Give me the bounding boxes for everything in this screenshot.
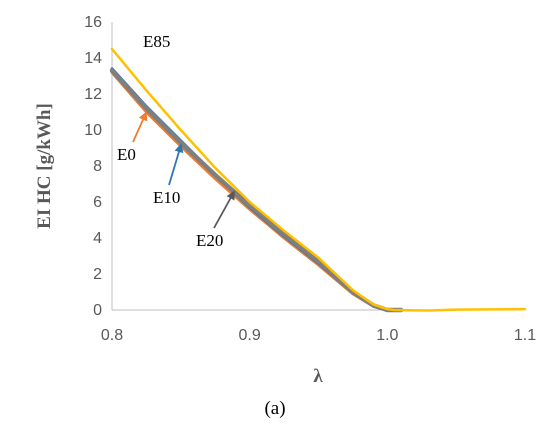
x-tick-labels: 0.8 0.9 1.0 1.1	[101, 327, 536, 344]
y-tick-labels: 0 2 4 6 8 10 12 14 16	[84, 14, 102, 319]
y-tick-label: 16	[84, 14, 102, 31]
y-tick-label: 14	[84, 50, 102, 67]
arrow-e0	[132, 111, 148, 143]
panel-caption: (a)	[264, 398, 285, 419]
series-label-e85: E85	[143, 32, 170, 51]
series-label-e20: E20	[196, 231, 223, 250]
y-tick-label: 6	[93, 194, 102, 211]
y-tick-label: 10	[84, 122, 102, 139]
y-tick-label: 8	[93, 158, 102, 175]
y-tick-label: 12	[84, 86, 102, 103]
x-tick-label: 0.9	[239, 327, 261, 344]
x-axis-title: λ	[313, 366, 323, 387]
series-label-e0: E0	[117, 145, 136, 164]
series-line-e85	[110, 47, 527, 312]
y-axis-title: EI HC [g/kWh]	[34, 103, 55, 229]
y-tick-label: 4	[93, 230, 102, 247]
x-tick-label: 1.1	[514, 327, 536, 344]
arrow-e20	[213, 190, 235, 229]
y-tick-label: 2	[93, 266, 102, 283]
arrow-e10	[168, 143, 184, 186]
series-lines	[109, 47, 527, 313]
y-tick-label: 0	[93, 302, 102, 319]
x-tick-label: 0.8	[101, 327, 123, 344]
x-tick-label: 1.0	[376, 327, 398, 344]
series-label-e10: E10	[153, 188, 180, 207]
